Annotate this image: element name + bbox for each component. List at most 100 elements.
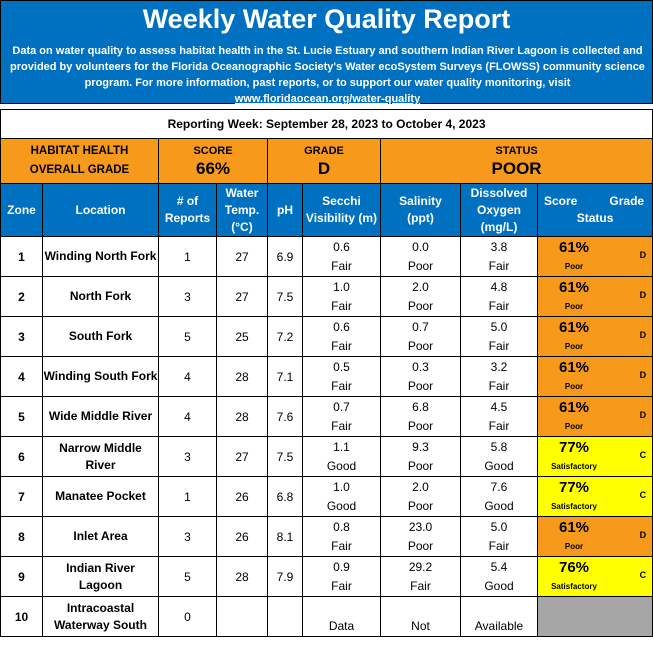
table-row: 6 Narrow Middle River 3 27 7.5 1.1 Good 9.3 Poor… bbox=[0, 436, 653, 477]
zone-status: Poor bbox=[564, 342, 584, 351]
secchi-value: 1.1 Good bbox=[302, 436, 381, 477]
col-zone: Zone bbox=[0, 183, 43, 237]
salinity-quality: Poor bbox=[407, 338, 434, 353]
zone-number: 8 bbox=[0, 516, 43, 557]
reports-count: 4 bbox=[158, 356, 217, 397]
zone-number: 9 bbox=[0, 556, 43, 597]
ph-value: 7.5 bbox=[267, 436, 303, 477]
zone-number: 3 bbox=[0, 316, 43, 357]
table-row: 3 South Fork 5 25 7.2 0.6 Fair 0.7 Poor 5.0 Fair 61… bbox=[0, 316, 653, 357]
zone-grade: D bbox=[639, 410, 647, 420]
salinity-quality: Poor bbox=[407, 538, 434, 553]
report-description: Data on water quality to assess habitat … bbox=[9, 43, 646, 107]
do-value: Available bbox=[460, 596, 538, 637]
do-quality: Good bbox=[484, 498, 514, 513]
col-reports: # of Reports bbox=[158, 183, 217, 237]
zone-grade: D bbox=[639, 330, 647, 340]
table-row: 4 Winding South Fork 4 28 7.1 0.5 Fair 0.3 Poor 3… bbox=[0, 356, 653, 397]
do-quality: Fair bbox=[488, 298, 510, 313]
zone-number: 1 bbox=[0, 236, 43, 277]
column-header-row: Zone Location # of Reports Water Temp. (°C)… bbox=[0, 183, 653, 237]
score-cell: 61% D Poor bbox=[536, 276, 653, 317]
salinity-quality: Fair bbox=[410, 578, 431, 593]
reports-count: 1 bbox=[158, 236, 217, 277]
water-temp: 27 bbox=[216, 276, 268, 317]
ph-value bbox=[267, 596, 303, 637]
ph-value: 7.6 bbox=[267, 396, 303, 437]
water-quality-link[interactable]: www.floridaocean.org/water-quality bbox=[234, 93, 421, 105]
salinity-quality: Poor bbox=[407, 418, 434, 433]
salinity-value: 29.2 Fair bbox=[380, 556, 461, 597]
score-cell: 61% D Poor bbox=[536, 356, 653, 397]
reports-count: 3 bbox=[158, 516, 217, 557]
secchi-value: 1.0 Fair bbox=[302, 276, 381, 317]
salinity-quality: Poor bbox=[407, 458, 434, 473]
score-cell: 77% C Satisfactory bbox=[536, 476, 653, 517]
do-quality: Fair bbox=[488, 378, 510, 393]
do-value: 4.5 Fair bbox=[460, 396, 538, 437]
secchi-quality: Fair bbox=[331, 298, 352, 313]
zone-grade: C bbox=[639, 490, 647, 500]
zone-number: 2 bbox=[0, 276, 43, 317]
do-value: 4.8 Fair bbox=[460, 276, 538, 317]
reports-count: 1 bbox=[158, 476, 217, 517]
salinity-value: 23.0 Poor bbox=[380, 516, 461, 557]
water-temp: 28 bbox=[216, 356, 268, 397]
water-quality-table: Reporting Week: September 28, 2023 to Oc… bbox=[0, 109, 653, 637]
zone-score: 77% bbox=[558, 479, 590, 496]
zone-score: 61% bbox=[558, 279, 590, 296]
description-text: Data on water quality to assess habitat … bbox=[10, 45, 645, 89]
col-salinity: Salinity (ppt) bbox=[380, 183, 461, 237]
do-quality: Good bbox=[484, 578, 514, 593]
location-name: Intracoastal Waterway South bbox=[42, 596, 159, 637]
zone-status: Satisfactory bbox=[551, 582, 597, 591]
secchi-value: 0.8 Fair bbox=[302, 516, 381, 557]
zone-score: 61% bbox=[558, 359, 590, 376]
water-temp: 26 bbox=[216, 516, 268, 557]
location-name: Wide Middle River bbox=[42, 396, 159, 437]
location-name: Manatee Pocket bbox=[42, 476, 159, 517]
overall-score: SCORE 66% bbox=[158, 138, 268, 184]
zone-number: 5 bbox=[0, 396, 43, 437]
reports-count: 3 bbox=[158, 436, 217, 477]
salinity-quality: Poor bbox=[407, 258, 434, 273]
zone-number: 4 bbox=[0, 356, 43, 397]
ph-value: 7.2 bbox=[267, 316, 303, 357]
water-temp: 27 bbox=[216, 236, 268, 277]
col-location: Location bbox=[42, 183, 159, 237]
secchi-value: 0.7 Fair bbox=[302, 396, 381, 437]
do-quality: Fair bbox=[488, 418, 510, 433]
salinity-value: 6.8 Poor bbox=[380, 396, 461, 437]
zone-grade: D bbox=[639, 290, 647, 300]
water-temp: 25 bbox=[216, 316, 268, 357]
ph-value: 6.8 bbox=[267, 476, 303, 517]
table-row: 9 Indian River Lagoon 5 28 7.9 0.9 Fair 29.2 Fai… bbox=[0, 556, 653, 597]
salinity-quality: Poor bbox=[407, 498, 434, 513]
location-name: Winding North Fork bbox=[42, 236, 159, 277]
habitat-health-label: HABITAT HEALTH OVERALL GRADE bbox=[0, 138, 159, 184]
salinity-value: 0.3 Poor bbox=[380, 356, 461, 397]
water-temp bbox=[216, 596, 268, 637]
zone-status: Poor bbox=[564, 262, 584, 271]
score-cell: 61% D Poor bbox=[536, 516, 653, 557]
ph-value: 7.1 bbox=[267, 356, 303, 397]
score-cell-na bbox=[536, 596, 653, 637]
water-temp: 27 bbox=[216, 436, 268, 477]
table-row: 1 Winding North Fork 1 27 6.9 0.6 Fair 0.0 Poor 3… bbox=[0, 236, 653, 277]
water-temp: 28 bbox=[216, 556, 268, 597]
score-cell: 61% D Poor bbox=[536, 316, 653, 357]
zone-status: Poor bbox=[564, 422, 584, 431]
col-secchi: Secchi Visibility (m) bbox=[302, 183, 381, 237]
score-cell: 77% C Satisfactory bbox=[536, 436, 653, 477]
zone-score: 76% bbox=[558, 559, 590, 576]
reports-count: 4 bbox=[158, 396, 217, 437]
zone-number: 6 bbox=[0, 436, 43, 477]
table-row: 7 Manatee Pocket 1 26 6.8 1.0 Good 2.0 Poor 7.6 Go… bbox=[0, 476, 653, 517]
zone-number: 10 bbox=[0, 596, 43, 637]
report-title: Weekly Water Quality Report bbox=[142, 4, 511, 34]
overall-score-value: 66% bbox=[195, 159, 231, 178]
zone-status: Satisfactory bbox=[551, 502, 597, 511]
salinity-value: 0.7 Poor bbox=[380, 316, 461, 357]
do-value: 5.0 Fair bbox=[460, 316, 538, 357]
